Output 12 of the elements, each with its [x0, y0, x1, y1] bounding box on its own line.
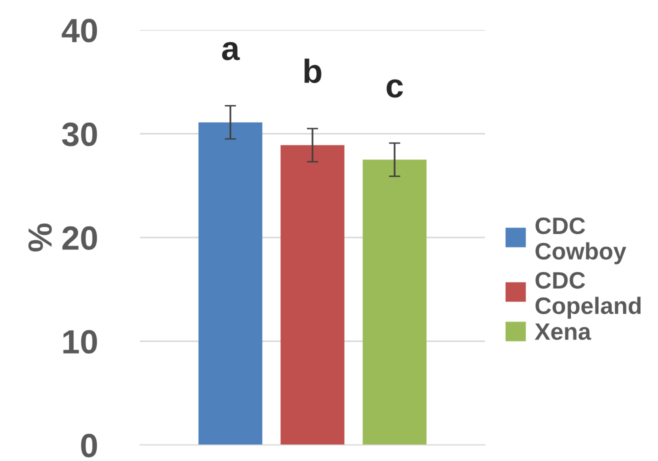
y-tick-label: 0: [81, 434, 97, 458]
annotation: a: [222, 42, 240, 60]
legend-label: Xena: [534, 323, 592, 340]
y-axis-title: %: [28, 224, 52, 252]
annotation: c: [386, 79, 403, 98]
annotation: b: [304, 58, 322, 84]
y-tick-label: 40: [62, 18, 97, 42]
legend-label: CDC Copeland: [536, 272, 641, 319]
legend-label: CDC Cowboy: [536, 217, 626, 264]
y-tick-label: 10: [63, 330, 97, 354]
y-tick-label: 30: [62, 122, 97, 146]
y-tick-label: 20: [62, 226, 97, 250]
